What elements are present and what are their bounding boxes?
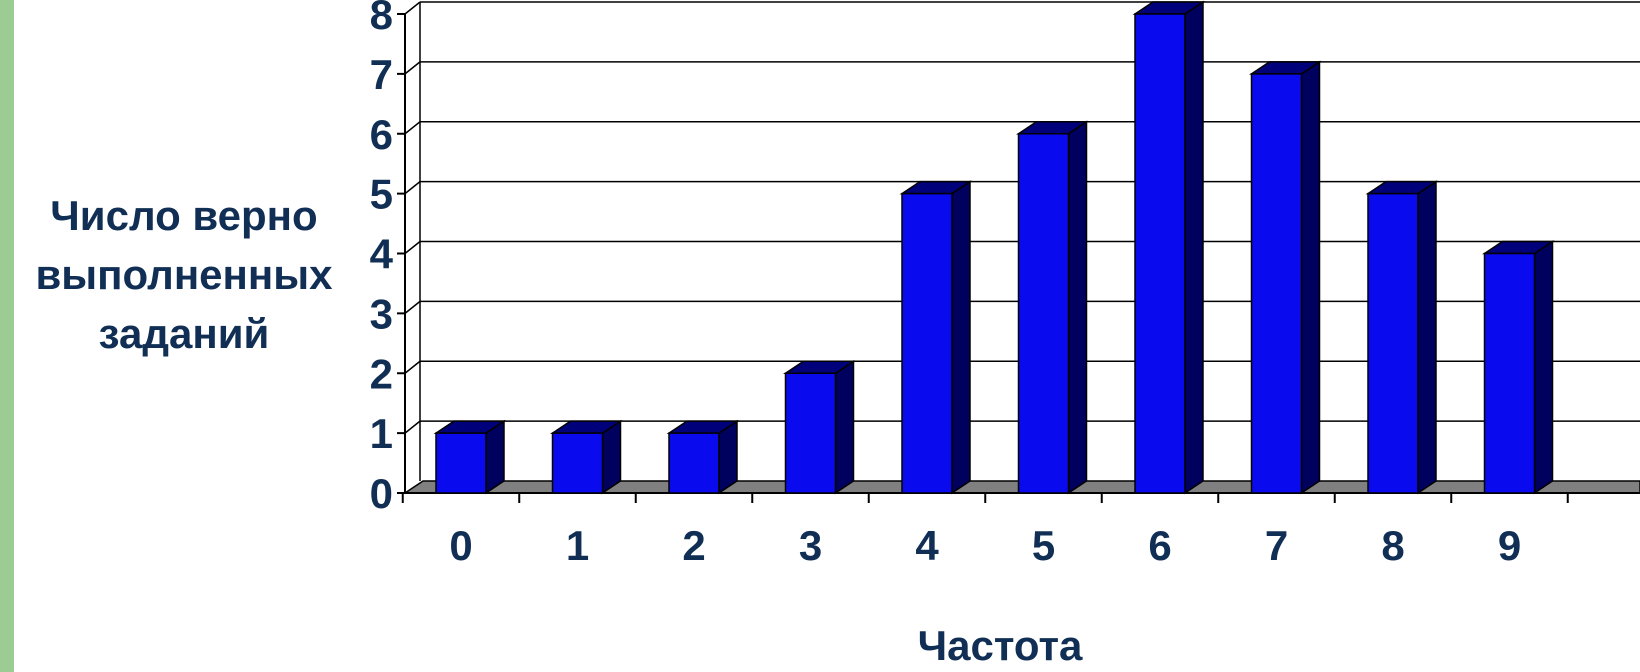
x-tick-label: 5 <box>1032 522 1055 569</box>
bar-3 <box>783 359 856 495</box>
y-tick-label: 1 <box>370 410 393 457</box>
bar-side <box>1300 60 1321 495</box>
y-tick-label: 8 <box>370 0 393 38</box>
side-accent-strip <box>0 0 14 672</box>
bar-1 <box>550 419 623 495</box>
bar-front <box>668 432 720 494</box>
x-tick-label: 9 <box>1498 522 1521 569</box>
bar-side <box>1417 180 1437 495</box>
bar-0 <box>433 419 507 495</box>
y-tick-label: 2 <box>370 350 393 397</box>
bar-9 <box>1482 240 1555 495</box>
bar-front <box>1134 13 1186 494</box>
x-tick-label: 7 <box>1265 522 1288 569</box>
x-tick-label: 1 <box>566 522 589 569</box>
bar-7 <box>1249 60 1322 495</box>
bar-front <box>1483 252 1536 494</box>
y-tick-label: 6 <box>370 111 393 158</box>
bar-5 <box>1016 120 1089 495</box>
bar-side <box>834 359 855 495</box>
bar-front <box>1367 192 1419 494</box>
x-tick-label: 4 <box>915 522 939 569</box>
bar-front <box>551 432 604 494</box>
gridline-connector <box>404 300 421 314</box>
y-tick-label: 4 <box>370 231 394 278</box>
bar-front <box>435 432 487 494</box>
bar-front <box>784 372 837 494</box>
gridline-connector <box>404 420 421 434</box>
x-axis-label: Частота <box>917 622 1083 669</box>
bar-front <box>901 192 953 494</box>
y-tick-label: 0 <box>370 470 393 517</box>
bar-4 <box>899 180 973 495</box>
x-tick-label: 8 <box>1381 522 1404 569</box>
x-tick-label: 6 <box>1148 522 1171 569</box>
y-tick-label: 5 <box>370 171 393 218</box>
bar-front <box>1017 133 1070 494</box>
bar-side <box>1184 0 1204 495</box>
gridline-connector <box>404 240 421 255</box>
gridline-connector <box>404 181 421 195</box>
bar-side <box>951 180 971 495</box>
x-tick-label: 3 <box>799 522 822 569</box>
y-axis-label: Число верно выполненных заданий <box>35 192 333 357</box>
bar-front <box>1250 73 1303 494</box>
bar-6 <box>1132 0 1206 495</box>
bar-2 <box>666 419 740 495</box>
y-tick-label: 3 <box>370 290 393 337</box>
x-tick-label: 0 <box>449 522 472 569</box>
gridline-connector <box>404 1 421 15</box>
bar-8 <box>1365 180 1439 495</box>
bar-side <box>1533 240 1554 495</box>
gridline-connector <box>404 360 421 374</box>
x-tick-label: 2 <box>682 522 705 569</box>
gridline-connector <box>404 61 421 75</box>
y-tick-label: 7 <box>370 51 393 98</box>
gridline-connector <box>404 121 421 135</box>
bar-side <box>1067 120 1088 495</box>
